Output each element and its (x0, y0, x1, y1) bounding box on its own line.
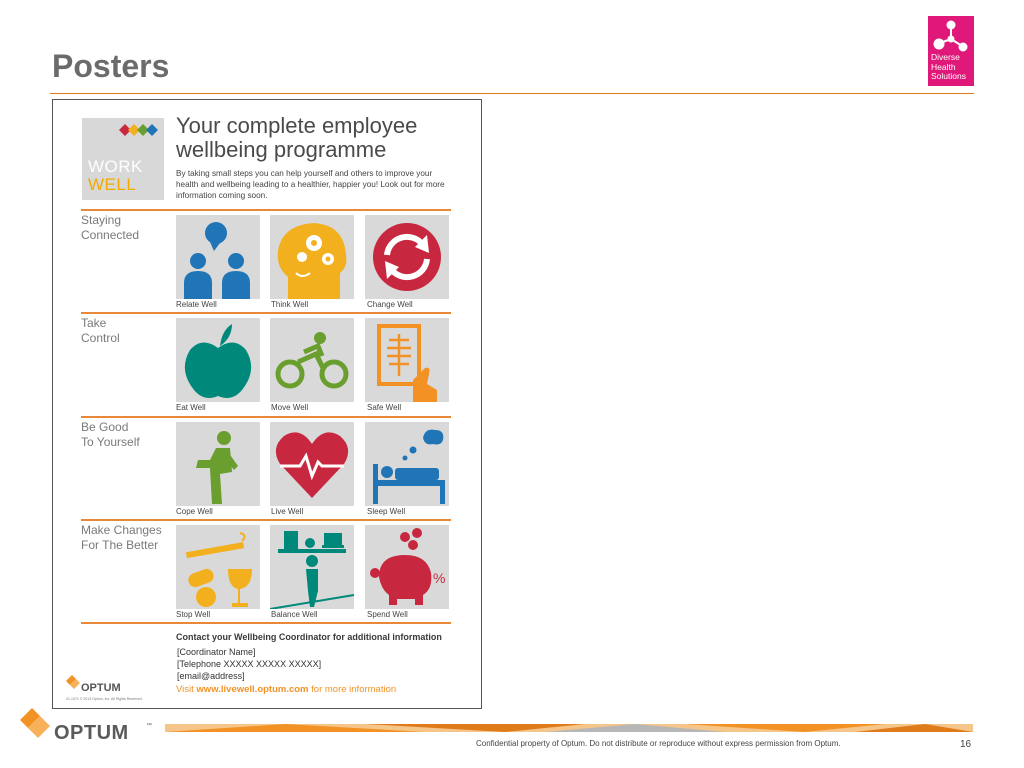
tile-eat-well (176, 318, 260, 402)
tile-relate-well (176, 215, 260, 299)
poster-intro: By taking small steps you can help yours… (176, 169, 445, 200)
tile-stop-well (176, 525, 260, 609)
tile-caption: Sleep Well (367, 507, 406, 516)
work-well-logo: WORK WELL (82, 118, 164, 200)
tile-change-well (365, 215, 449, 299)
tile-cope-well (176, 422, 260, 506)
refresh-cycle-icon (373, 223, 441, 291)
dhs-line: Health (931, 61, 956, 72)
visit-url-link[interactable]: www.livewell.optum.com (196, 684, 309, 695)
seated-thinker-icon (196, 431, 238, 504)
tile-think-well (270, 215, 354, 299)
section-divider (81, 312, 451, 314)
section-divider (81, 209, 451, 211)
poster-heading: Your complete employee wellbeing program… (176, 113, 418, 162)
tile-live-well (270, 422, 354, 506)
dhs-line: Solutions (931, 71, 966, 81)
tile-caption: Relate Well (176, 300, 217, 309)
slide-title: Posters (52, 48, 170, 84)
sleeping-bed-icon (373, 429, 445, 504)
footer-optum-text: OPTUM (54, 722, 129, 744)
optum-mark-icon (66, 675, 80, 689)
heart-pulse-icon (275, 432, 349, 498)
tile-caption: Spend Well (367, 610, 408, 619)
contact-email: [email@address] (177, 671, 245, 681)
people-talking-icon (184, 222, 250, 299)
section-label-be-good: Be Good To Yourself (81, 420, 140, 449)
section-divider (81, 622, 451, 624)
section-label-take-control: Take Control (81, 316, 120, 345)
page-number: 16 (960, 739, 972, 750)
dhs-logo: Diverse Health Solutions (928, 16, 974, 86)
title-divider (50, 93, 974, 94)
poster-copyright: 01-1071 © 2013 Optum, Inc. All Rights Re… (66, 697, 143, 701)
head-gears-icon (277, 223, 347, 299)
contact-telephone: [Telephone XXXXX XXXXX XXXXX] (177, 659, 322, 669)
tile-safe-well (365, 318, 449, 402)
well-text: WELL (88, 175, 137, 194)
pills-cigarette-glass-icon (185, 532, 252, 607)
tile-caption: Stop Well (176, 610, 211, 619)
tile-caption: Safe Well (367, 403, 402, 412)
section-label-make-changes: Make Changes For The Better (81, 523, 162, 552)
optum-mark-icon (20, 708, 50, 738)
xray-hand-icon (377, 324, 437, 402)
section-divider (81, 519, 451, 521)
footer-optum-tm: ™ (146, 723, 152, 729)
dhs-logo-text: Diverse Health Solutions (931, 52, 966, 82)
visit-prefix: Visit (176, 684, 197, 695)
tile-caption: Think Well (271, 300, 309, 309)
section-divider (81, 416, 451, 418)
tile-caption: Eat Well (176, 403, 206, 412)
apple-icon (184, 324, 252, 398)
tile-move-well (270, 318, 354, 402)
footer-optum-logo: OPTUM ™ (18, 706, 152, 747)
visit-suffix: for more information (308, 684, 397, 695)
tile-caption: Cope Well (176, 507, 213, 516)
diamonds-icon (119, 124, 158, 136)
poster-optum-text: OPTUM (81, 682, 121, 694)
piggy-bank-icon: % (370, 528, 445, 605)
contact-heading: Contact your Wellbeing Coordinator for a… (176, 632, 442, 642)
section-label-staying-connected: Staying Connected (81, 213, 140, 242)
tile-spend-well: % (365, 525, 449, 609)
tile-caption: Balance Well (271, 610, 318, 619)
tile-balance-well (270, 525, 354, 609)
tile-caption: Change Well (367, 300, 413, 309)
work-text: WORK (88, 157, 143, 176)
visit-line: Visit www.livewell.optum.com for more in… (176, 684, 396, 695)
tile-caption: Live Well (271, 507, 304, 516)
tile-sleep-well (365, 422, 449, 506)
dhs-line: Diverse (931, 52, 960, 62)
tile-caption: Move Well (271, 403, 309, 412)
poster-optum-logo: OPTUM (64, 673, 121, 694)
footer-confidential: Confidential property of Optum. Do not d… (476, 739, 841, 748)
molecule-icon (933, 20, 968, 52)
contact-coordinator: [Coordinator Name] (177, 647, 256, 657)
cyclist-icon (275, 332, 349, 389)
balance-person-icon (270, 531, 354, 609)
footer-color-band (165, 724, 973, 732)
svg-text:%: % (433, 570, 445, 586)
